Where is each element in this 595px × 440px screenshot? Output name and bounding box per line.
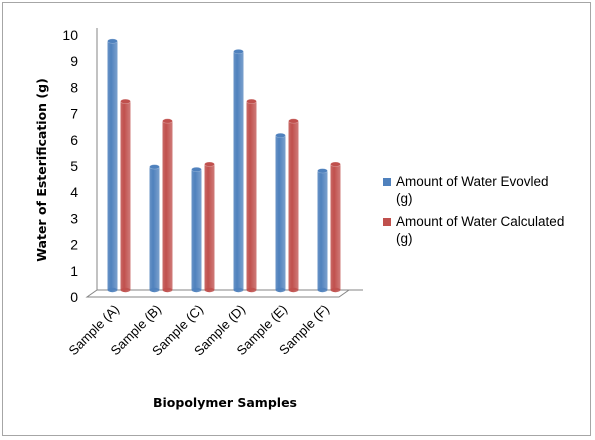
bar-base xyxy=(317,287,328,293)
bar-body xyxy=(275,135,286,290)
bar-base xyxy=(275,287,286,293)
bar xyxy=(162,118,173,293)
y-tick-label: 5 xyxy=(70,158,78,174)
bar xyxy=(275,132,286,293)
bar xyxy=(204,161,215,293)
bar-top xyxy=(330,161,341,167)
y-tick-label: 0 xyxy=(70,289,78,305)
y-tick-label: 8 xyxy=(70,79,78,95)
bar-base xyxy=(246,287,257,293)
y-tick-label: 10 xyxy=(62,27,78,43)
y-tick-label: 4 xyxy=(70,184,78,200)
bar-top xyxy=(120,98,131,104)
bar-top xyxy=(107,38,118,44)
bar xyxy=(317,168,328,293)
x-axis-title: Biopolymer Samples xyxy=(153,395,297,410)
bar-base xyxy=(107,287,118,293)
bar-base xyxy=(204,287,215,293)
bar-body xyxy=(330,164,341,290)
bar-top xyxy=(162,118,173,124)
bar-body xyxy=(149,166,160,290)
bar-body xyxy=(120,101,131,290)
legend: Amount of Water Evovled(g)Amount of Wate… xyxy=(383,174,564,246)
y-tick-label: 6 xyxy=(70,132,78,148)
bar xyxy=(246,98,257,293)
y-tick-label: 9 xyxy=(70,53,78,69)
legend-label: (g) xyxy=(396,231,413,246)
legend-label: Amount of Water Calculated xyxy=(396,214,564,229)
bar-body xyxy=(246,101,257,290)
legend-entry: Amount of Water Calculated (g) xyxy=(383,214,564,246)
bar-top xyxy=(191,166,202,172)
y-axis-title: Water of Esterification (g) xyxy=(34,78,49,262)
y-tick-label: 7 xyxy=(70,106,78,122)
bar-body xyxy=(107,41,118,290)
legend-swatch xyxy=(383,178,391,186)
bar-body xyxy=(317,170,328,290)
bar-base xyxy=(330,287,341,293)
bar xyxy=(120,98,131,293)
bar-top xyxy=(246,98,257,104)
bar-body xyxy=(233,51,244,290)
bar-base xyxy=(149,287,160,293)
legend-label: (g) xyxy=(396,191,413,206)
bar-top xyxy=(275,132,286,138)
bar-base xyxy=(162,287,173,293)
legend-entry: Amount of Water Evovled (g) xyxy=(383,174,549,206)
bar-top xyxy=(288,118,299,124)
legend-swatch xyxy=(383,218,391,226)
bar-body xyxy=(204,164,215,290)
bar xyxy=(330,161,341,293)
bar-top xyxy=(317,168,328,174)
bar-top xyxy=(149,164,160,170)
bar xyxy=(288,118,299,293)
bar-base xyxy=(120,287,131,293)
bars-layer xyxy=(107,38,341,293)
bar xyxy=(107,38,118,293)
bar-top xyxy=(233,49,244,55)
y-tick-label: 2 xyxy=(70,237,78,253)
bar-base xyxy=(191,287,202,293)
legend-label: Amount of Water Evovled xyxy=(396,174,549,189)
bar-base xyxy=(233,287,244,293)
bar-top xyxy=(204,161,215,167)
bar-body xyxy=(288,121,299,290)
bar-body xyxy=(162,121,173,290)
bar xyxy=(233,49,244,293)
y-tick-label: 3 xyxy=(70,210,78,226)
bar-base xyxy=(288,287,299,293)
y-tick-label: 1 xyxy=(70,263,78,279)
bar xyxy=(191,166,202,293)
bar xyxy=(149,164,160,293)
bar-body xyxy=(191,169,202,290)
